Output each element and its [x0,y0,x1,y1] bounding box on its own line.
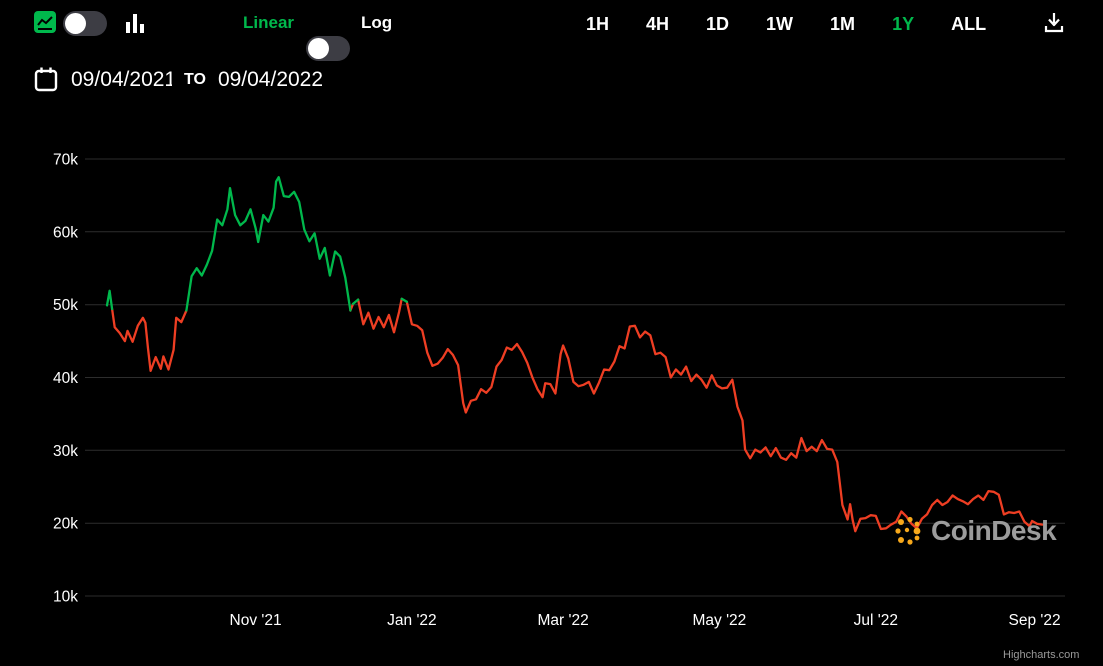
date-end-value: 09/04/2022 [217,68,322,92]
coindesk-watermark: CoinDesk [893,515,1057,547]
date-start-field[interactable]: 09/04/2021 [71,68,172,91]
y-axis-label: 60k [53,224,78,241]
bar-chart-icon[interactable] [125,11,145,39]
calendar-icon[interactable] [33,66,59,94]
date-to-label: TO [184,71,206,88]
toggle-knob [65,13,86,34]
x-axis-label: Jul '22 [854,612,898,629]
date-end-field[interactable]: 09/04/2022 [218,68,322,91]
date-start-value: 09/04/2021 [71,68,172,92]
x-axis-label: Sep '22 [1009,612,1061,629]
range-button-4h[interactable]: 4H [646,14,670,34]
price-line-below-open [110,297,1044,533]
y-axis-label: 30k [53,443,78,460]
y-axis-label: 40k [53,370,78,387]
log-label[interactable]: Log [361,13,393,32]
coindesk-logo-icon [893,515,923,547]
y-axis-label: 20k [53,516,78,533]
range-buttons: 1H 4H 1D 1W 1M 1Y ALL [586,15,986,33]
price-line-above-open [105,176,408,312]
range-button-1h[interactable]: 1H [586,14,610,34]
date-range-row: 09/04/2021 TO 09/04/2022 [33,66,322,94]
x-axis-label: May '22 [693,612,747,629]
range-button-1d[interactable]: 1D [706,14,730,34]
x-axis-label: Jan '22 [387,612,437,629]
y-axis-label: 50k [53,297,78,314]
y-axis-label: 70k [53,152,78,169]
x-axis-label: Mar '22 [537,612,588,629]
chart-type-toggle[interactable] [63,11,107,36]
linear-log-toggle[interactable] [306,36,350,61]
range-button-1y[interactable]: 1Y [892,14,915,34]
download-icon[interactable] [1042,10,1066,40]
y-axis-label: 10k [53,589,78,606]
highcharts-credit[interactable]: Highcharts.com [1003,649,1080,661]
x-axis-label: Nov '21 [230,612,282,629]
area-chart-icon[interactable] [33,10,57,39]
coindesk-wordmark: CoinDesk [931,515,1057,546]
toggle-knob [308,38,329,59]
linear-label[interactable]: Linear [243,13,295,32]
range-button-all[interactable]: ALL [951,14,987,34]
range-button-1m[interactable]: 1M [830,14,856,34]
range-button-1w[interactable]: 1W [766,14,794,34]
